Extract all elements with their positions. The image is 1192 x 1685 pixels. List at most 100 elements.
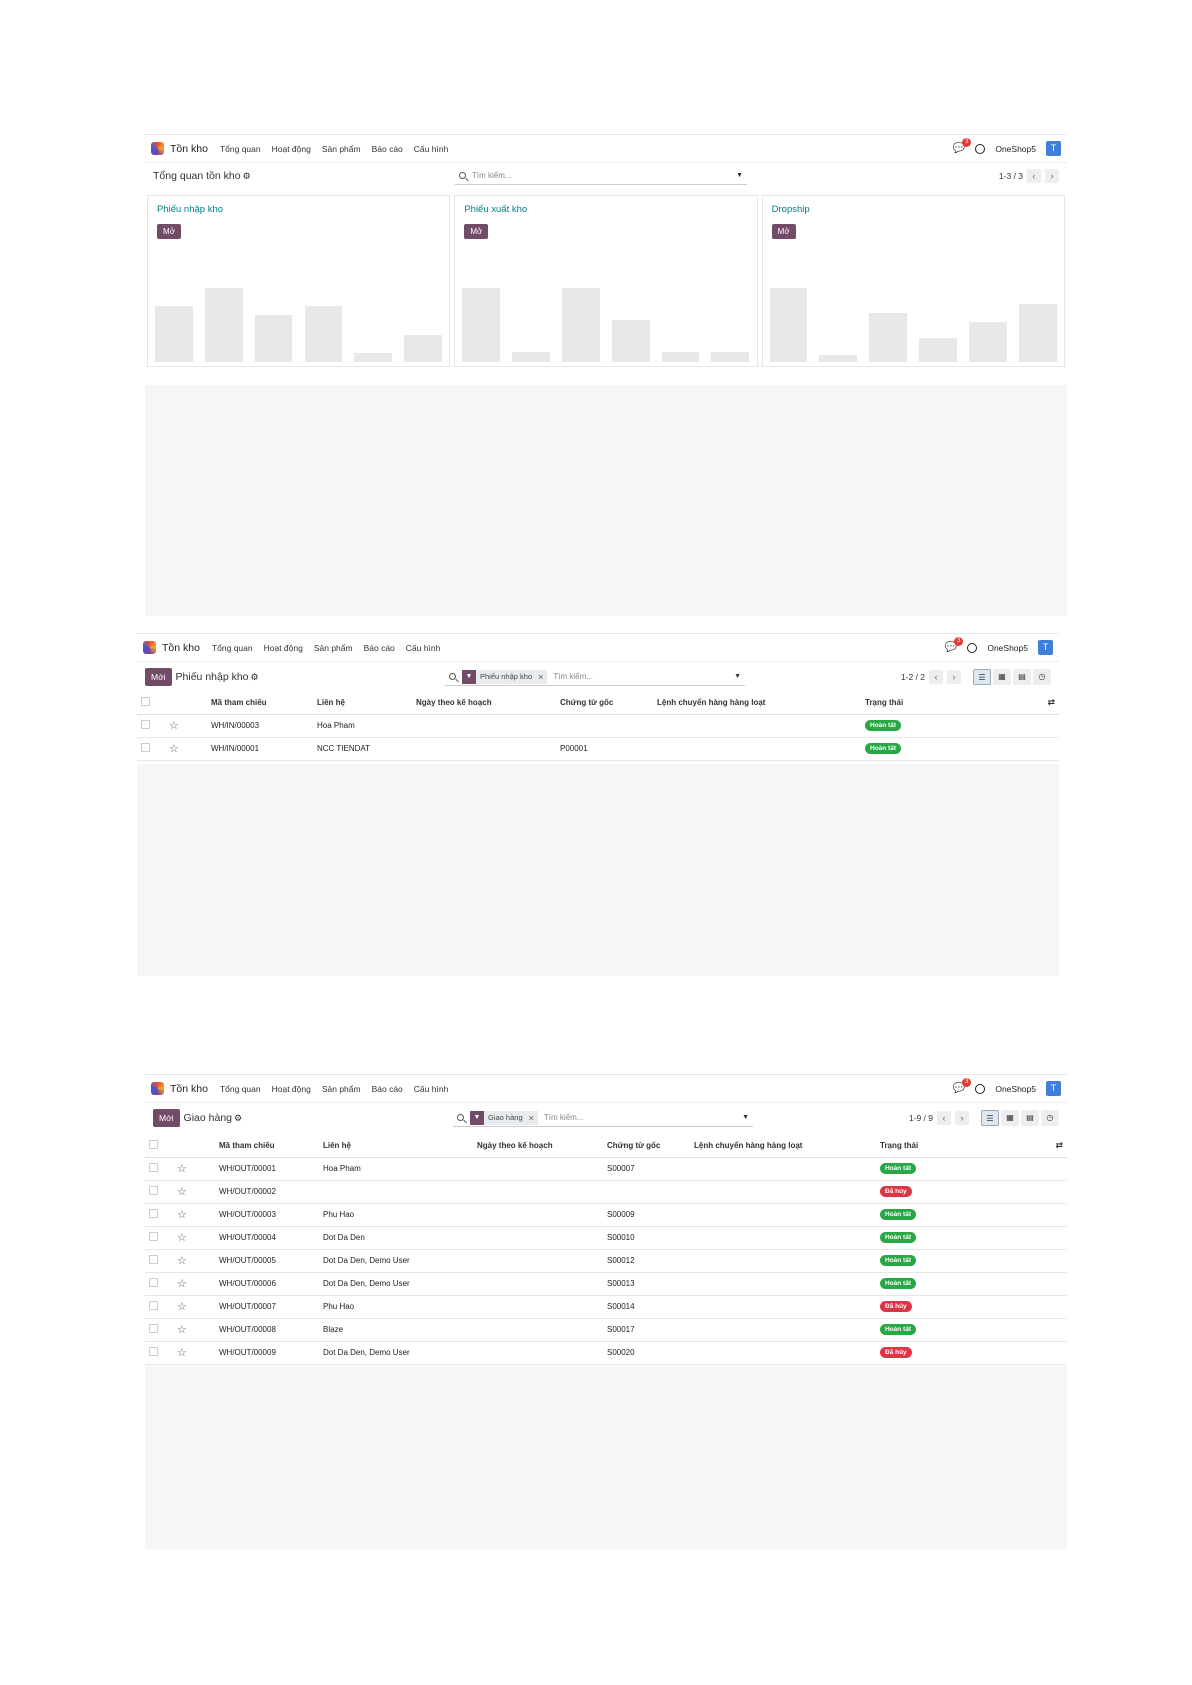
cell-contact[interactable]: Dot Da Den, Demo User xyxy=(319,1341,473,1365)
activity-clock-icon[interactable] xyxy=(967,642,978,653)
menu-products[interactable]: Sản phẩm xyxy=(321,1083,361,1094)
col-reference[interactable]: Mã tham chiếu xyxy=(215,1135,319,1158)
star-icon[interactable]: ☆ xyxy=(169,720,179,732)
menu-overview[interactable]: Tổng quan xyxy=(219,1083,261,1094)
company-name[interactable]: OneShop5 xyxy=(995,1083,1036,1094)
star-icon[interactable]: ☆ xyxy=(177,1232,187,1244)
app-logo-icon[interactable] xyxy=(151,1082,164,1095)
row-checkbox[interactable] xyxy=(149,1163,158,1172)
search-dropdown-icon[interactable]: ▼ xyxy=(736,172,743,179)
star-icon[interactable]: ☆ xyxy=(177,1278,187,1290)
app-name[interactable]: Tồn kho xyxy=(170,1082,208,1095)
col-status[interactable]: Trạng thái xyxy=(861,692,1010,715)
cell-scheduled-date[interactable] xyxy=(473,1180,603,1204)
table-row[interactable]: ☆ WH/OUT/00005 Dot Da Den, Demo User S00012… xyxy=(145,1249,1067,1273)
calendar-view-icon[interactable]: ▤ xyxy=(1021,1110,1039,1126)
table-row[interactable]: ☆ WH/IN/00003 Hoa Pham Hoàn tất xyxy=(137,714,1059,738)
pager-prev-icon[interactable]: ‹ xyxy=(937,1111,951,1125)
cell-contact[interactable]: NCC TIENDAT xyxy=(313,737,412,761)
cell-reference[interactable]: WH/OUT/00002 xyxy=(215,1180,319,1204)
close-icon[interactable]: × xyxy=(528,1112,534,1123)
row-checkbox[interactable] xyxy=(149,1186,158,1195)
cell-batch-transfer[interactable] xyxy=(690,1318,876,1342)
search-bar[interactable]: ▼ Giao hàng × Tìm kiếm... ▼ xyxy=(453,1109,753,1127)
row-checkbox[interactable] xyxy=(149,1232,158,1241)
cell-reference[interactable]: WH/OUT/00008 xyxy=(215,1318,319,1342)
cell-scheduled-date[interactable] xyxy=(412,714,556,738)
row-checkbox[interactable] xyxy=(149,1347,158,1356)
cell-contact[interactable]: Dot Da Den, Demo User xyxy=(319,1249,473,1273)
table-row[interactable]: ☆ WH/OUT/00006 Dot Da Den, Demo User S00013… xyxy=(145,1272,1067,1296)
row-checkbox[interactable] xyxy=(149,1278,158,1287)
col-source-document[interactable]: Chứng từ gốc xyxy=(556,692,653,715)
gear-icon[interactable]: ⚙ xyxy=(250,671,259,682)
cell-contact[interactable]: Dot Da Den, Demo User xyxy=(319,1272,473,1296)
cell-reference[interactable]: WH/OUT/00006 xyxy=(215,1272,319,1296)
user-avatar[interactable]: T xyxy=(1038,640,1053,655)
kanban-view-icon[interactable]: ▦ xyxy=(993,669,1011,685)
star-icon[interactable]: ☆ xyxy=(177,1163,187,1175)
col-scheduled-date[interactable]: Ngày theo kế hoạch xyxy=(412,692,556,715)
card-title[interactable]: Phiếu xuất kho xyxy=(464,204,528,215)
cell-source-document[interactable]: S00009 xyxy=(603,1203,690,1227)
cell-scheduled-date[interactable] xyxy=(412,737,556,761)
new-button[interactable]: Mới xyxy=(145,668,172,686)
card-deliveries[interactable]: Phiếu xuất kho Mở xyxy=(454,195,758,367)
pager-next-icon[interactable]: › xyxy=(1045,169,1059,183)
close-icon[interactable]: × xyxy=(538,671,544,682)
cell-source-document[interactable]: S00020 xyxy=(603,1341,690,1365)
table-row[interactable]: ☆ WH/OUT/00007 Phu Hao S00014 Đã hủy xyxy=(145,1295,1067,1319)
table-row[interactable]: ☆ WH/OUT/00008 Blaze S00017 Hoàn tất xyxy=(145,1318,1067,1342)
menu-products[interactable]: Sản phẩm xyxy=(321,143,361,154)
cell-batch-transfer[interactable] xyxy=(690,1341,876,1365)
menu-reports[interactable]: Báo cáo xyxy=(371,1083,403,1094)
pager-prev-icon[interactable]: ‹ xyxy=(929,670,943,684)
kanban-view-icon[interactable]: ▦ xyxy=(1001,1110,1019,1126)
cell-source-document[interactable] xyxy=(603,1180,690,1204)
table-row[interactable]: ☆ WH/IN/00001 NCC TIENDAT P00001 Hoàn tất xyxy=(137,737,1059,761)
filter-facet[interactable]: ▼ Phiếu nhập kho × xyxy=(462,669,548,684)
star-icon[interactable]: ☆ xyxy=(177,1255,187,1267)
cell-reference[interactable]: WH/OUT/00009 xyxy=(215,1341,319,1365)
app-logo-icon[interactable] xyxy=(143,641,156,654)
cell-reference[interactable]: WH/OUT/00007 xyxy=(215,1295,319,1319)
cell-scheduled-date[interactable] xyxy=(473,1203,603,1227)
pager-value[interactable]: 1-2 / 2 xyxy=(900,672,925,682)
cell-contact[interactable] xyxy=(319,1180,473,1204)
cell-reference[interactable]: WH/OUT/00005 xyxy=(215,1249,319,1273)
cell-source-document[interactable]: S00014 xyxy=(603,1295,690,1319)
cell-batch-transfer[interactable] xyxy=(690,1272,876,1296)
activity-clock-icon[interactable] xyxy=(975,1083,986,1094)
row-checkbox[interactable] xyxy=(141,743,150,752)
col-contact[interactable]: Liên hệ xyxy=(319,1135,473,1158)
star-icon[interactable]: ☆ xyxy=(177,1324,187,1336)
pager-prev-icon[interactable]: ‹ xyxy=(1027,169,1041,183)
cell-batch-transfer[interactable] xyxy=(690,1180,876,1204)
cell-reference[interactable]: WH/OUT/00004 xyxy=(215,1226,319,1250)
user-avatar[interactable]: T xyxy=(1046,1081,1061,1096)
menu-overview[interactable]: Tổng quan xyxy=(219,143,261,154)
table-row[interactable]: ☆ WH/OUT/00004 Dot Da Den S00010 Hoàn tất xyxy=(145,1226,1067,1250)
search-bar[interactable]: ▼ Phiếu nhập kho × Tìm kiếm... ▼ xyxy=(445,668,745,686)
card-dropship[interactable]: Dropship Mở xyxy=(761,195,1065,367)
cell-reference[interactable]: WH/IN/00001 xyxy=(207,737,313,761)
cell-batch-transfer[interactable] xyxy=(653,714,861,738)
cell-contact[interactable]: Phu Hao xyxy=(319,1295,473,1319)
card-title[interactable]: Phiếu nhập kho xyxy=(157,204,224,215)
list-view-icon[interactable]: ☰ xyxy=(981,1110,999,1126)
list-view-icon[interactable]: ☰ xyxy=(973,669,991,685)
col-contact[interactable]: Liên hệ xyxy=(313,692,412,715)
cell-scheduled-date[interactable] xyxy=(473,1226,603,1250)
search-dropdown-icon[interactable]: ▼ xyxy=(734,673,741,680)
company-name[interactable]: OneShop5 xyxy=(995,143,1036,154)
column-settings-icon[interactable]: ⇄ xyxy=(1009,692,1059,715)
cell-source-document[interactable]: P00001 xyxy=(556,737,653,761)
cell-batch-transfer[interactable] xyxy=(690,1249,876,1273)
row-checkbox[interactable] xyxy=(149,1324,158,1333)
table-row[interactable]: ☆ WH/OUT/00002 Đã hủy xyxy=(145,1180,1067,1204)
star-icon[interactable]: ☆ xyxy=(177,1301,187,1313)
menu-reports[interactable]: Báo cáo xyxy=(363,642,395,653)
search-input[interactable]: Tìm kiếm... xyxy=(553,672,593,681)
menu-reports[interactable]: Báo cáo xyxy=(371,143,403,154)
card-receipts[interactable]: Phiếu nhập kho Mở xyxy=(147,195,451,367)
